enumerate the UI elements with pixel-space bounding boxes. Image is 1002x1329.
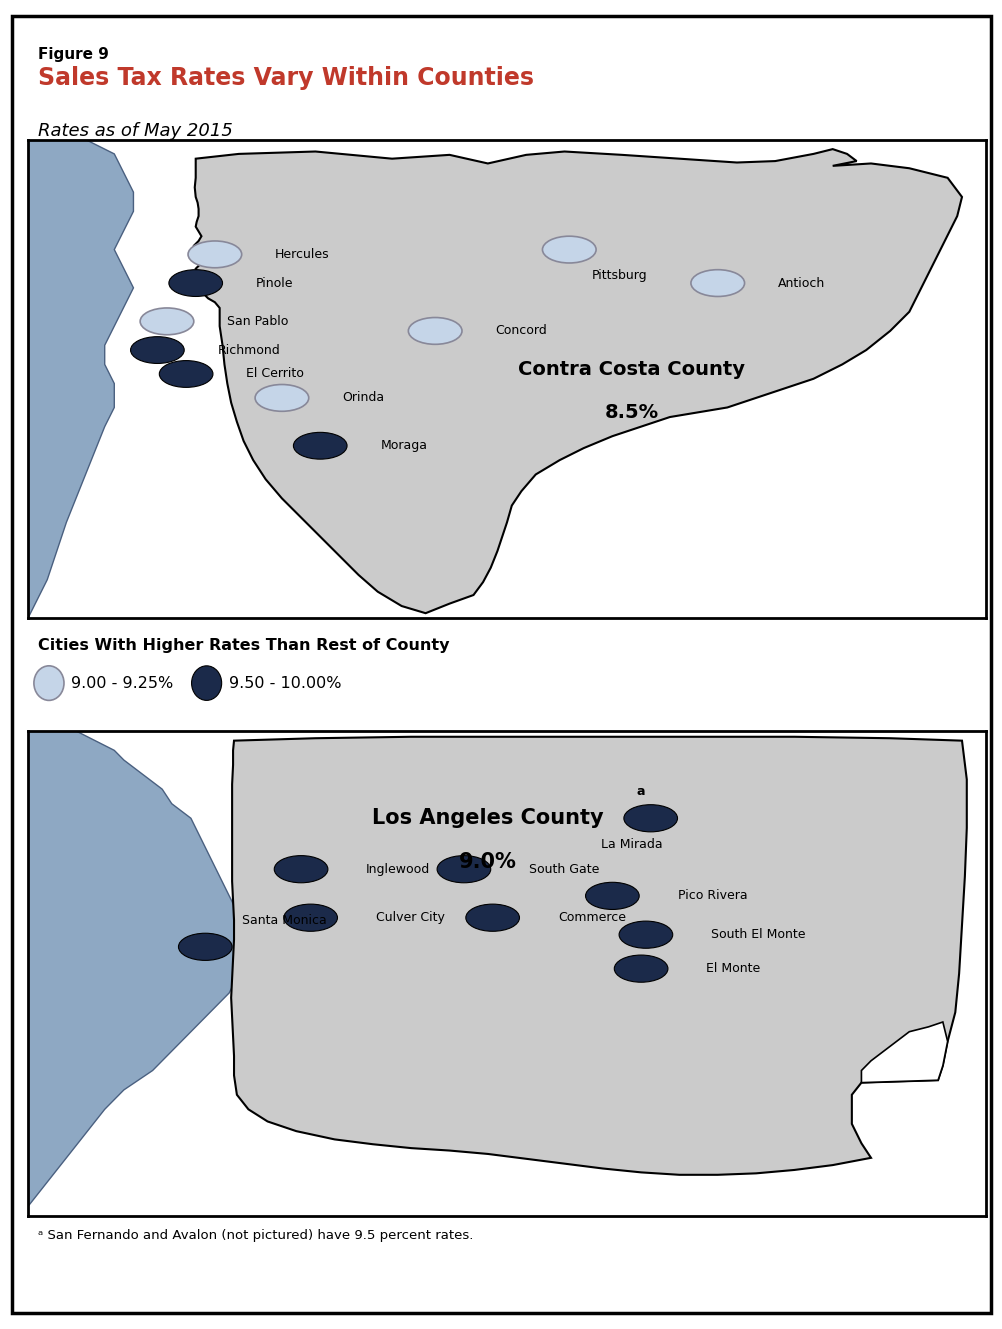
Text: Los Angeles County: Los Angeles County — [372, 808, 603, 828]
Circle shape — [618, 921, 672, 949]
Text: Pittsburg: Pittsburg — [591, 270, 646, 282]
Text: Rates as of May 2015: Rates as of May 2015 — [38, 122, 232, 141]
Text: 9.00 - 9.25%: 9.00 - 9.25% — [71, 675, 173, 691]
Circle shape — [542, 237, 595, 263]
Text: El Cerrito: El Cerrito — [246, 368, 304, 380]
Text: Inglewood: Inglewood — [366, 863, 430, 876]
Text: Orinda: Orinda — [342, 392, 384, 404]
Polygon shape — [192, 149, 961, 613]
Text: Concord: Concord — [495, 324, 547, 338]
Text: South Gate: South Gate — [528, 863, 599, 876]
Text: Commerce: Commerce — [557, 912, 625, 924]
Circle shape — [284, 904, 337, 932]
Text: 8.5%: 8.5% — [604, 403, 658, 421]
Circle shape — [187, 241, 241, 267]
Text: Hercules: Hercules — [275, 249, 330, 260]
Text: Cities With Higher Rates Than Rest of County: Cities With Higher Rates Than Rest of Co… — [38, 638, 449, 653]
Polygon shape — [28, 731, 248, 1216]
Circle shape — [585, 882, 638, 909]
Text: a: a — [635, 785, 644, 799]
Text: Moraga: Moraga — [380, 440, 427, 452]
Text: La Mirada: La Mirada — [600, 839, 662, 852]
Text: El Monte: El Monte — [705, 962, 760, 975]
Polygon shape — [861, 1022, 947, 1083]
Circle shape — [34, 666, 64, 700]
Circle shape — [294, 432, 347, 459]
Circle shape — [159, 360, 212, 387]
Text: San Pablo: San Pablo — [227, 315, 289, 328]
Text: 9.0%: 9.0% — [459, 852, 516, 872]
Polygon shape — [230, 736, 966, 1175]
Text: Sales Tax Rates Vary Within Counties: Sales Tax Rates Vary Within Counties — [38, 66, 534, 90]
Circle shape — [130, 336, 184, 363]
Text: ᵃ San Fernando and Avalon (not pictured) have 9.5 percent rates.: ᵃ San Fernando and Avalon (not pictured)… — [38, 1229, 473, 1243]
Circle shape — [408, 318, 462, 344]
Text: Richmond: Richmond — [217, 344, 281, 356]
Text: Pico Rivera: Pico Rivera — [676, 889, 746, 902]
Circle shape — [690, 270, 743, 296]
Circle shape — [437, 856, 490, 882]
Polygon shape — [28, 140, 133, 618]
Circle shape — [623, 804, 676, 832]
Text: Culver City: Culver City — [376, 912, 444, 924]
Text: Contra Costa County: Contra Costa County — [517, 360, 744, 379]
Text: Pinole: Pinole — [256, 276, 294, 290]
Text: 9.50 - 10.00%: 9.50 - 10.00% — [228, 675, 341, 691]
Circle shape — [613, 956, 667, 982]
Circle shape — [255, 384, 309, 411]
Circle shape — [274, 856, 328, 882]
Circle shape — [465, 904, 519, 932]
Circle shape — [178, 933, 231, 961]
Text: Antioch: Antioch — [778, 276, 825, 290]
Circle shape — [140, 308, 193, 335]
Text: Santa Monica: Santa Monica — [241, 913, 326, 926]
Text: South El Monte: South El Monte — [710, 928, 805, 941]
Circle shape — [168, 270, 222, 296]
Circle shape — [191, 666, 221, 700]
Text: Figure 9: Figure 9 — [38, 47, 109, 61]
